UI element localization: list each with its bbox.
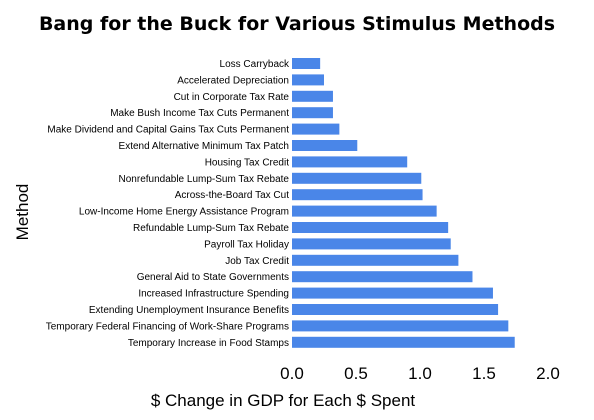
category-label: Refundable Lump-Sum Tax Rebate <box>133 223 289 234</box>
category-label: Make Dividend and Capital Gains Tax Cuts… <box>47 125 289 136</box>
x-tick-label: 0.0 <box>280 364 304 383</box>
bar <box>292 254 459 266</box>
category-label: Make Bush Income Tax Cuts Permanent <box>110 108 289 119</box>
bar <box>292 90 333 102</box>
category-label: General Aid to State Governments <box>137 272 289 283</box>
category-label: Accelerated Depreciation <box>177 75 289 86</box>
category-label: Loss Carryback <box>220 59 290 70</box>
bars-group <box>292 58 515 348</box>
chart-title: Bang for the Buck for Various Stimulus M… <box>39 13 555 35</box>
bar <box>292 271 473 283</box>
x-axis-title: $ Change in GDP for Each $ Spent <box>151 391 416 410</box>
bar <box>292 74 324 86</box>
category-label: Temporary Federal Financing of Work-Shar… <box>46 321 289 332</box>
bar <box>292 107 333 119</box>
bar <box>292 58 321 69</box>
category-label: Payroll Tax Holiday <box>204 239 289 250</box>
bar <box>292 189 423 201</box>
bar <box>292 222 449 233</box>
bar <box>292 140 358 151</box>
category-labels-group: Loss Carryback Accelerated Depreciation Cu… <box>46 59 290 349</box>
category-label: Nonrefundable Lump-Sum Tax Rebate <box>119 174 290 185</box>
category-label: Increased Infrastructure Spending <box>138 289 289 300</box>
bar <box>292 123 340 135</box>
x-tick-label: 1.0 <box>408 364 432 383</box>
bar <box>292 205 437 217</box>
category-label: Extending Unemployment Insurance Benefit… <box>89 305 289 316</box>
y-axis-title: Method <box>13 184 32 241</box>
bar <box>292 238 451 250</box>
category-label: Job Tax Credit <box>225 256 289 267</box>
category-label: Cut in Corporate Tax Rate <box>174 92 290 103</box>
bar <box>292 287 493 299</box>
category-label: Extend Alternative Minimum Tax Patch <box>119 141 289 152</box>
x-tick-labels-group: 0.0 0.5 1.0 1.5 2.0 <box>280 364 560 383</box>
bar <box>292 304 499 315</box>
bar <box>292 336 515 348</box>
category-label: Housing Tax Credit <box>205 157 290 168</box>
x-tick-label: 2.0 <box>536 364 560 383</box>
category-label: Temporary Increase in Food Stamps <box>128 338 289 349</box>
x-tick-label: 1.5 <box>472 364 496 383</box>
category-label: Low-Income Home Energy Assistance Progra… <box>79 207 289 218</box>
x-tick-label: 0.5 <box>344 364 368 383</box>
bar <box>292 156 408 168</box>
bar <box>292 172 422 184</box>
category-label: Across-the-Board Tax Cut <box>175 190 290 201</box>
bar <box>292 320 509 332</box>
